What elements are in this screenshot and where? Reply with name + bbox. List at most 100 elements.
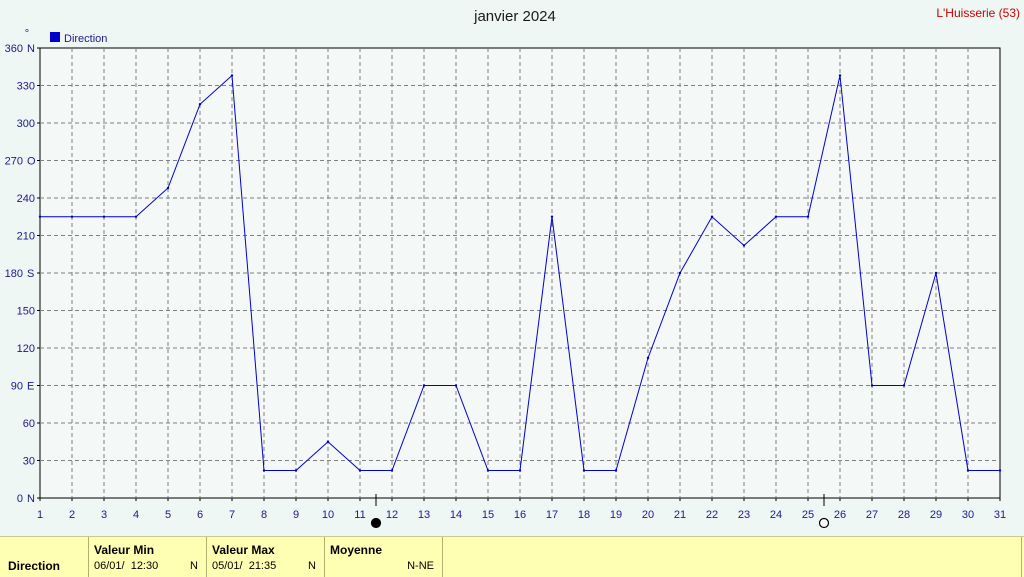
full-moon-icon (818, 517, 830, 529)
data-point (102, 215, 106, 218)
y-tick-direction: O (27, 156, 36, 168)
data-point (678, 271, 682, 275)
data-point (134, 215, 138, 218)
x-tick-label: 25 (802, 509, 814, 521)
x-tick-label: 23 (738, 509, 750, 521)
footer-mean-label: Moyenne (330, 543, 383, 557)
data-point (838, 74, 842, 77)
x-tick-label: 28 (898, 509, 910, 521)
wind-direction-chart: janvier 2024 L'Huisserie (53) ° Directio… (5, 6, 1020, 529)
data-point (390, 469, 394, 472)
data-point (806, 215, 810, 218)
data-point (774, 215, 778, 218)
x-tick-label: 18 (578, 509, 590, 521)
footer-max-cell: Valeur Max 05/01/ 21:35 N (206, 537, 325, 577)
footer-edge (1021, 537, 1022, 577)
y-tick-label: 210 (17, 231, 35, 243)
x-tick-label: 16 (514, 509, 526, 521)
y-tick-label: 30 (23, 456, 35, 468)
footer-series-cell: Direction (0, 537, 89, 577)
data-point (966, 469, 970, 472)
legend-swatch (50, 32, 60, 42)
x-tick-label: 19 (610, 509, 622, 521)
data-point (614, 469, 618, 472)
y-tick-label: 360 (5, 43, 23, 55)
data-point (70, 215, 74, 218)
y-tick-label: 270 (5, 156, 23, 168)
x-tick-label: 10 (322, 509, 334, 521)
x-tick-label: 11 (354, 509, 365, 521)
data-point (198, 103, 202, 106)
x-tick-label: 22 (706, 509, 718, 521)
data-point (358, 469, 362, 472)
x-tick-label: 21 (674, 509, 686, 521)
data-point (582, 469, 586, 472)
x-tick-label: 29 (930, 509, 942, 521)
footer-min-dir: N (190, 560, 198, 572)
y-tick-label: 240 (17, 193, 35, 205)
x-tick-label: 2 (69, 509, 75, 521)
x-tick-label: 27 (866, 509, 878, 521)
data-point (998, 469, 1002, 472)
footer-min-label: Valeur Min (94, 543, 155, 557)
y-tick-direction: E (27, 381, 34, 393)
data-point (742, 244, 746, 247)
x-tick-label: 7 (229, 509, 235, 521)
x-tick-label: 9 (293, 509, 299, 521)
y-tick-direction: N (27, 493, 35, 505)
footer-mean-cell: Moyenne N-NE (324, 537, 443, 577)
x-tick-label: 17 (546, 509, 558, 521)
y-tick-label: 0 (17, 493, 23, 505)
x-axis: 1 2 3 4 5 6 7 8 9 10 11 12 13 14 15 16 17 18 19 20 21 22 23 24 2… (37, 498, 1006, 521)
data-point (646, 356, 650, 360)
x-tick-label: 8 (261, 509, 267, 521)
y-tick-direction: N (27, 43, 35, 55)
data-point (934, 271, 938, 275)
footer-series-label: Direction (8, 559, 61, 573)
x-tick-label: 4 (133, 509, 139, 521)
moon-markers (370, 494, 830, 529)
data-point (166, 186, 170, 190)
data-point (262, 469, 266, 472)
data-point (518, 469, 522, 472)
y-tick-label: 60 (23, 418, 35, 430)
y-tick-label: 90 (11, 381, 23, 393)
x-tick-label: 1 (37, 509, 43, 521)
x-tick-label: 3 (101, 509, 107, 521)
footer-min-date: 06/01/ 12:30 (94, 560, 159, 572)
x-tick-label: 31 (994, 509, 1006, 521)
series-layer (38, 74, 1002, 472)
chart-title: janvier 2024 (473, 8, 556, 25)
footer-max-dir: N (308, 560, 316, 572)
data-point (326, 440, 330, 443)
data-point (710, 215, 714, 218)
data-point (902, 384, 906, 387)
data-point (870, 384, 874, 387)
x-tick-label: 12 (386, 509, 398, 521)
x-tick-label: 13 (418, 509, 430, 521)
y-tick-label: 120 (17, 343, 35, 355)
x-tick-label: 5 (165, 509, 171, 521)
x-tick-label: 20 (642, 509, 654, 521)
new-moon-icon (370, 517, 382, 529)
y-tick-label: 330 (17, 81, 35, 93)
footer-mean-value: N-NE (407, 560, 434, 572)
data-point (230, 74, 234, 77)
footer-max-date: 05/01/ 21:35 (212, 560, 277, 572)
footer-min-cell: Valeur Min 06/01/ 12:30 N (88, 537, 207, 577)
summary-footer: Direction Valeur Min 06/01/ 12:30 N Vale… (0, 536, 1024, 577)
y-tick-label: 300 (17, 118, 35, 130)
x-tick-label: 30 (962, 509, 974, 521)
data-point (422, 384, 426, 387)
y-tick-label: 180 (5, 268, 23, 280)
data-point (294, 469, 298, 472)
footer-max-label: Valeur Max (212, 543, 275, 557)
data-point (486, 469, 490, 472)
data-point (550, 215, 554, 218)
y-axis-unit: ° (25, 28, 29, 40)
x-tick-label: 6 (197, 509, 203, 521)
legend-label: Direction (64, 33, 107, 45)
x-tick-label: 15 (482, 509, 494, 521)
y-tick-direction: S (27, 268, 34, 280)
